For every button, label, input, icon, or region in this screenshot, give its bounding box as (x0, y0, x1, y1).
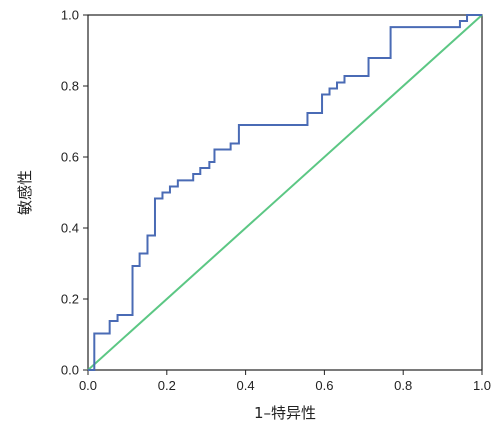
x-tick-label: 0.8 (394, 378, 412, 393)
roc-curve-line (88, 14, 482, 371)
x-axis-ticks: 0.0 0.2 0.4 0.6 0.8 1.0 (79, 370, 491, 393)
plot-frame (87, 14, 483, 371)
x-tick-label: 0.2 (158, 378, 176, 393)
x-axis-label: 1–特异性 (254, 404, 316, 422)
y-tick-label: 0.6 (61, 150, 79, 165)
y-axis-label: 敏感性 (16, 170, 34, 215)
y-tick-label: 1.0 (61, 8, 79, 23)
x-tick-label: 0.0 (79, 378, 97, 393)
y-tick-label: 0.8 (61, 79, 79, 94)
reference-diagonal-line (87, 14, 483, 371)
series-layer (87, 14, 483, 371)
y-axis-ticks: 0.0 0.2 0.4 0.6 0.8 1.0 (61, 8, 88, 378)
y-tick-label: 0.4 (61, 221, 79, 236)
x-tick-label: 1.0 (473, 378, 491, 393)
x-tick-label: 0.6 (315, 378, 333, 393)
x-tick-label: 0.4 (237, 378, 255, 393)
y-tick-label: 0.0 (61, 363, 79, 378)
y-tick-label: 0.2 (61, 292, 79, 307)
